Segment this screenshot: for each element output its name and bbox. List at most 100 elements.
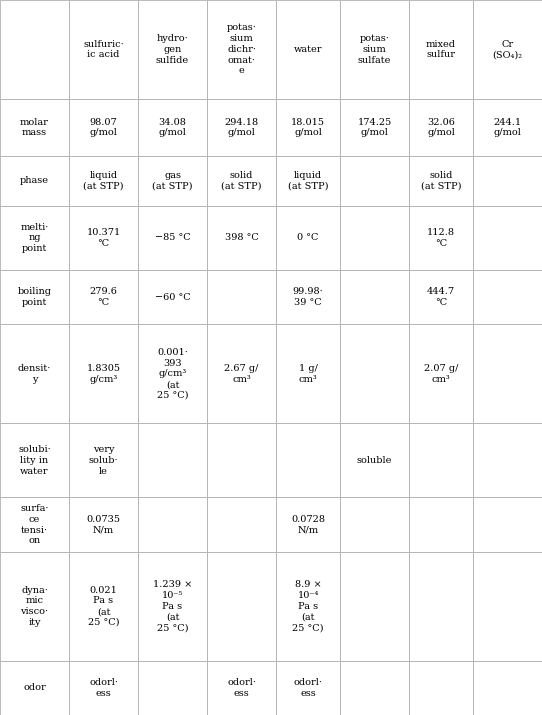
Bar bbox=[0, 325, 69, 423]
Bar bbox=[69, 661, 138, 715]
Bar bbox=[409, 498, 473, 552]
Bar bbox=[0, 0, 69, 99]
Bar bbox=[0, 423, 69, 498]
Bar bbox=[340, 206, 409, 270]
Bar bbox=[409, 423, 473, 498]
Bar bbox=[0, 661, 69, 715]
Bar bbox=[409, 157, 473, 206]
Bar bbox=[409, 270, 473, 325]
Text: 1.239 ×
10⁻⁵
Pa s
(at
25 °C): 1.239 × 10⁻⁵ Pa s (at 25 °C) bbox=[153, 580, 192, 632]
Bar bbox=[138, 552, 207, 661]
Bar bbox=[409, 99, 473, 157]
Text: densit·
y: densit· y bbox=[18, 364, 51, 384]
Bar bbox=[69, 423, 138, 498]
Text: odorl·
ess: odorl· ess bbox=[294, 678, 322, 698]
Bar bbox=[138, 0, 207, 99]
Text: 0.0735
N/m: 0.0735 N/m bbox=[87, 515, 120, 535]
Bar bbox=[276, 270, 340, 325]
Bar bbox=[69, 325, 138, 423]
Text: Cr
(SO₄)₂: Cr (SO₄)₂ bbox=[493, 39, 522, 59]
Text: 279.6
°C: 279.6 °C bbox=[89, 287, 118, 307]
Bar bbox=[0, 157, 69, 206]
Text: 0.001·
393
g/cm³
(at
25 °C): 0.001· 393 g/cm³ (at 25 °C) bbox=[157, 347, 188, 400]
Text: 1.8305
g/cm³: 1.8305 g/cm³ bbox=[87, 364, 120, 384]
Text: water: water bbox=[294, 45, 322, 54]
Text: odorl·
ess: odorl· ess bbox=[227, 678, 256, 698]
Bar bbox=[340, 325, 409, 423]
Bar bbox=[340, 99, 409, 157]
Bar bbox=[69, 498, 138, 552]
Text: hydro·
gen
sulfide: hydro· gen sulfide bbox=[156, 34, 189, 64]
Bar bbox=[138, 423, 207, 498]
Bar bbox=[207, 661, 276, 715]
Text: 1 g/
cm³: 1 g/ cm³ bbox=[299, 364, 318, 384]
Bar bbox=[207, 0, 276, 99]
Text: liquid
(at STP): liquid (at STP) bbox=[288, 171, 328, 191]
Bar bbox=[207, 157, 276, 206]
Bar bbox=[138, 661, 207, 715]
Text: 34.08
g/mol: 34.08 g/mol bbox=[159, 118, 186, 137]
Bar bbox=[276, 206, 340, 270]
Bar bbox=[207, 423, 276, 498]
Bar bbox=[138, 157, 207, 206]
Bar bbox=[138, 325, 207, 423]
Bar bbox=[0, 99, 69, 157]
Bar bbox=[473, 157, 542, 206]
Bar bbox=[340, 423, 409, 498]
Bar bbox=[69, 270, 138, 325]
Bar bbox=[276, 99, 340, 157]
Text: −60 °C: −60 °C bbox=[154, 292, 190, 302]
Bar bbox=[409, 325, 473, 423]
Bar bbox=[0, 270, 69, 325]
Bar bbox=[138, 99, 207, 157]
Text: 0.021
Pa s
(at
25 °C): 0.021 Pa s (at 25 °C) bbox=[88, 586, 119, 627]
Bar bbox=[340, 552, 409, 661]
Text: −85 °C: −85 °C bbox=[154, 233, 190, 242]
Bar bbox=[473, 99, 542, 157]
Text: 444.7
°C: 444.7 °C bbox=[427, 287, 455, 307]
Bar bbox=[69, 206, 138, 270]
Text: liquid
(at STP): liquid (at STP) bbox=[83, 171, 124, 191]
Bar bbox=[473, 206, 542, 270]
Bar bbox=[340, 661, 409, 715]
Bar bbox=[0, 498, 69, 552]
Text: mixed
sulfur: mixed sulfur bbox=[426, 39, 456, 59]
Bar bbox=[207, 99, 276, 157]
Text: phase: phase bbox=[20, 177, 49, 185]
Bar bbox=[207, 498, 276, 552]
Bar bbox=[207, 325, 276, 423]
Bar bbox=[276, 498, 340, 552]
Text: 99.98·
39 °C: 99.98· 39 °C bbox=[293, 287, 324, 307]
Text: 18.015
g/mol: 18.015 g/mol bbox=[291, 118, 325, 137]
Text: potas·
sium
dichr·
omat·
e: potas· sium dichr· omat· e bbox=[227, 24, 256, 76]
Text: 2.67 g/
cm³: 2.67 g/ cm³ bbox=[224, 364, 259, 384]
Bar bbox=[69, 0, 138, 99]
Bar bbox=[473, 0, 542, 99]
Bar bbox=[473, 552, 542, 661]
Text: very
solub·
le: very solub· le bbox=[89, 445, 118, 475]
Bar bbox=[138, 270, 207, 325]
Text: solubi·
lity in
water: solubi· lity in water bbox=[18, 445, 51, 475]
Text: melti·
ng
point: melti· ng point bbox=[20, 222, 49, 253]
Bar bbox=[340, 0, 409, 99]
Bar bbox=[138, 206, 207, 270]
Bar bbox=[409, 206, 473, 270]
Bar bbox=[473, 423, 542, 498]
Text: gas
(at STP): gas (at STP) bbox=[152, 171, 193, 191]
Text: 0.0728
N/m: 0.0728 N/m bbox=[291, 515, 325, 535]
Text: 398 °C: 398 °C bbox=[225, 233, 259, 242]
Bar bbox=[409, 0, 473, 99]
Bar bbox=[409, 552, 473, 661]
Bar bbox=[409, 661, 473, 715]
Bar bbox=[276, 552, 340, 661]
Text: 112.8
°C: 112.8 °C bbox=[427, 228, 455, 247]
Bar bbox=[340, 270, 409, 325]
Text: solid
(at STP): solid (at STP) bbox=[221, 171, 262, 191]
Text: 294.18
g/mol: 294.18 g/mol bbox=[224, 118, 259, 137]
Bar bbox=[0, 206, 69, 270]
Text: 174.25
g/mol: 174.25 g/mol bbox=[357, 118, 392, 137]
Bar bbox=[276, 325, 340, 423]
Text: dyna·
mic
visco·
ity: dyna· mic visco· ity bbox=[21, 586, 49, 627]
Bar bbox=[276, 0, 340, 99]
Text: 98.07
g/mol: 98.07 g/mol bbox=[89, 118, 118, 137]
